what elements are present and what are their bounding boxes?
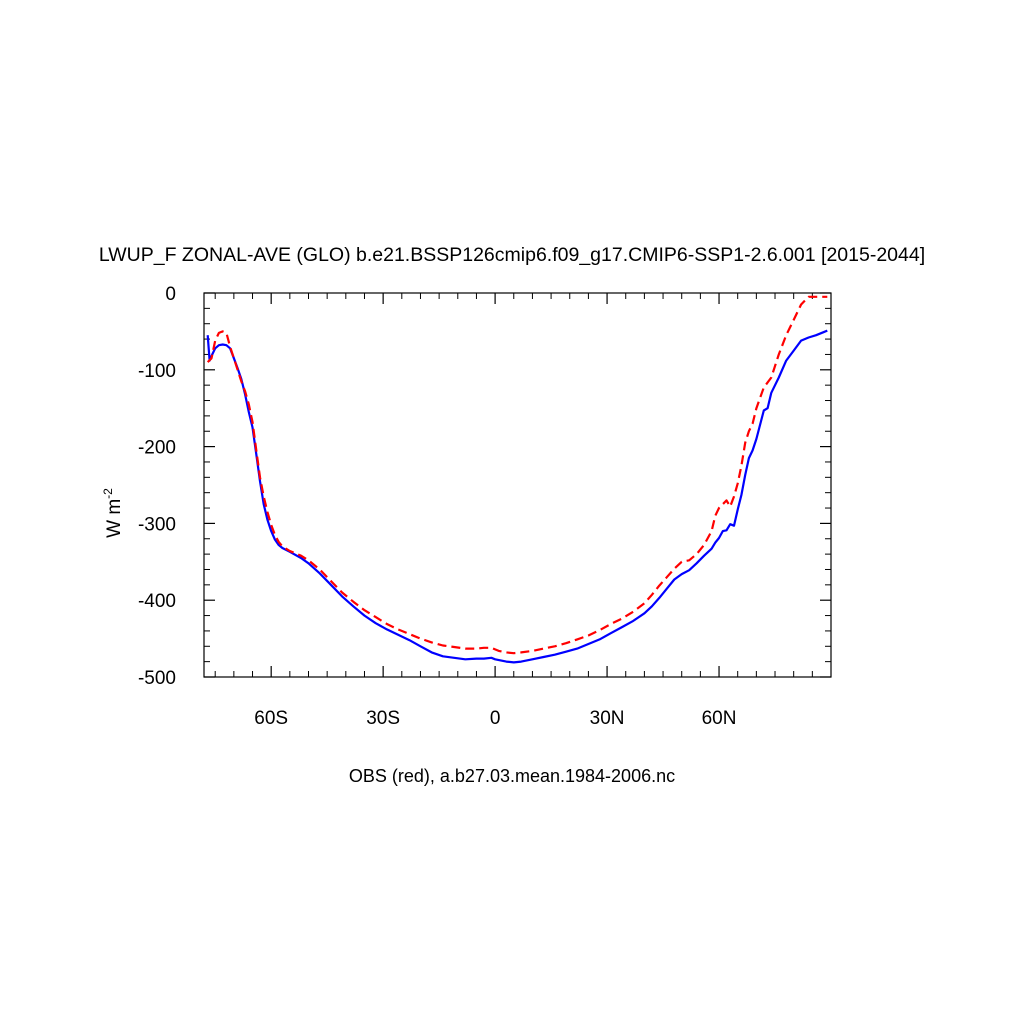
y-tick-label: 0 <box>165 284 176 305</box>
x-tick-label: 0 <box>490 708 501 729</box>
x-tick-labels: 60S 30S 0 30N 60N <box>254 708 736 729</box>
major-ticks <box>204 292 831 678</box>
x-tick-label: 60N <box>702 708 737 729</box>
y-tick-label: -100 <box>138 361 176 382</box>
series-group <box>206 295 828 664</box>
chart-subtitle: OBS (red), a.b27.03.mean.1984-2006.nc <box>349 766 675 786</box>
x-tick-label: 60S <box>254 708 288 729</box>
y-axis-label: W m-2 <box>101 488 125 538</box>
y-tick-labels: 0 -100 -200 -300 -400 -500 <box>138 284 176 689</box>
x-tick-label: 30S <box>366 708 400 729</box>
plot-frame <box>203 292 832 678</box>
x-tick-label: 30N <box>590 708 625 729</box>
y-tick-label: -500 <box>138 668 176 689</box>
y-tick-label: -300 <box>138 514 176 535</box>
chart-title: LWUP_F ZONAL-AVE (GLO) b.e21.BSSP126cmip… <box>99 244 925 266</box>
y-tick-label: -200 <box>138 438 176 459</box>
obs-series-line <box>206 295 828 655</box>
y-axis-label-exponent: -2 <box>101 488 115 499</box>
y-axis-label-unit: W m <box>104 499 125 538</box>
y-tick-label: -400 <box>138 591 176 612</box>
minor-ticks <box>204 293 831 677</box>
